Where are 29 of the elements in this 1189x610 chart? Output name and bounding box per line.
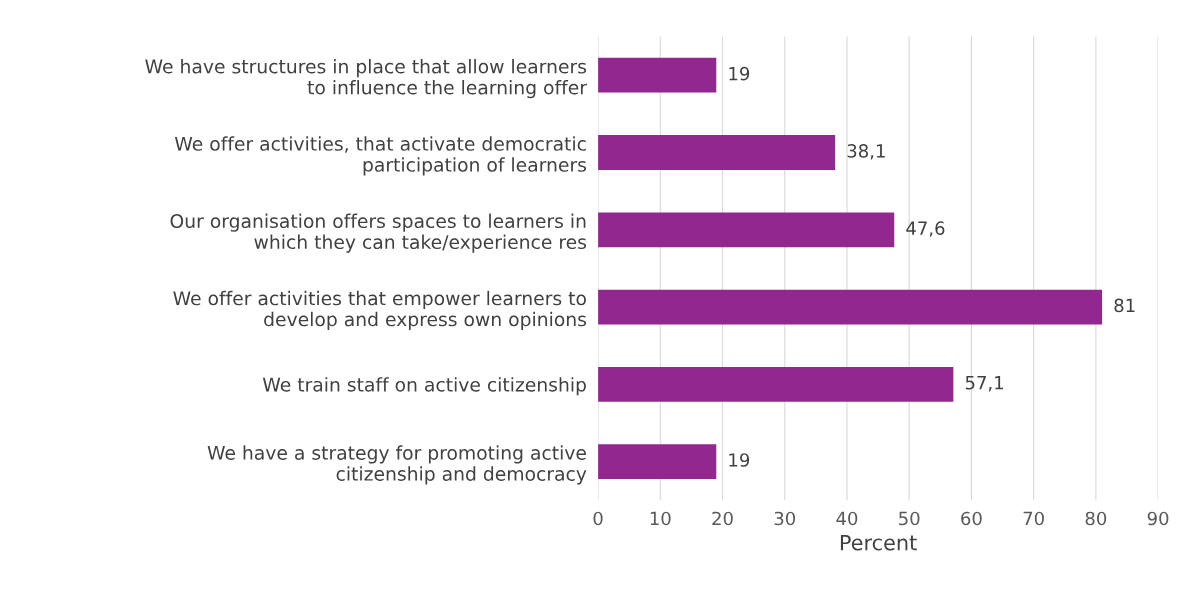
y-tick-label: We have a strategy for promoting active citizenship and democracy — [207, 445, 587, 485]
x-tick-label: 90 — [1147, 511, 1169, 526]
x-tick-label: 30 — [774, 511, 796, 526]
y-tick-label: We train staff on active citizenship — [262, 377, 586, 396]
bar — [598, 57, 717, 93]
y-tick-label: Our organisation offers spaces to learners in which they can take/experience res — [170, 213, 587, 253]
bar — [598, 366, 954, 402]
data-label: 47,6 — [906, 221, 945, 237]
data-label: 81 — [1114, 298, 1135, 313]
data-label: 19 — [729, 66, 750, 81]
x-axis-title: Percent — [840, 534, 917, 551]
y-tick-label: We offer activities, that activate democratic participation of learners — [174, 136, 587, 176]
data-label: 38,1 — [847, 144, 885, 160]
x-tick-label: 60 — [961, 511, 982, 526]
x-tick-label: 80 — [1085, 511, 1107, 526]
bar — [598, 444, 717, 479]
bar — [598, 212, 895, 248]
x-tick-label: 40 — [836, 511, 858, 526]
bar — [598, 135, 836, 170]
x-tick-label: 20 — [712, 511, 733, 526]
data-label: 57,1 — [965, 376, 1004, 392]
x-tick-label: 70 — [1023, 511, 1044, 526]
y-tick-label: We offer activities that empower learners to develop and express own opinions — [173, 290, 587, 330]
data-label: 19 — [729, 453, 750, 467]
y-tick-label: We have structures in place that allow learners to influence the learning offer — [145, 59, 587, 99]
x-tick-label: 0 — [593, 511, 603, 526]
bar — [598, 289, 1103, 325]
x-tick-label: 10 — [650, 511, 671, 526]
x-tick-label: 50 — [899, 511, 920, 526]
